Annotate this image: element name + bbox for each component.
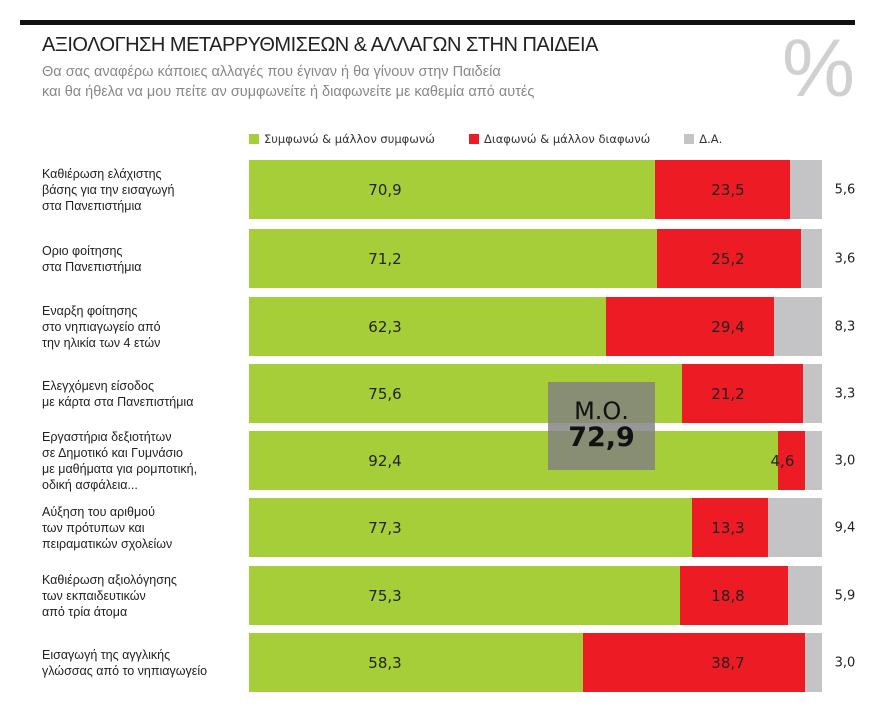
agree-value: 92,4	[368, 451, 402, 470]
dk-segment	[788, 566, 822, 625]
agree-segment	[249, 229, 657, 288]
dk-segment	[774, 297, 822, 356]
legend-item: Διαφωνώ & μάλλον διαφωνώ	[468, 132, 651, 146]
category-label: Ελεγχόμενη είσοδος με κάρτα στα Πανεπιστ…	[42, 378, 194, 409]
stacked-bar: 58,3 38,7	[249, 633, 822, 692]
disagree-segment	[583, 633, 805, 692]
dk-segment	[801, 229, 822, 288]
percent-symbol: %	[782, 23, 855, 114]
category-label: Εργαστήρια δεξιοτήτων σε Δημοτικό και Γυ…	[42, 429, 198, 492]
stacked-bar: 92,4 4,6	[249, 431, 822, 490]
mean-label: Μ.Ο.	[574, 397, 629, 425]
disagree-segment	[681, 364, 804, 423]
disagree-value: 18,8	[711, 586, 745, 605]
disagree-value: 29,4	[711, 317, 745, 336]
legend-label: Συμφωνώ & μάλλον συμφωνώ	[264, 132, 435, 146]
legend-item: Δ.Α.	[684, 132, 722, 146]
disagree-value: 13,3	[711, 518, 745, 537]
category-label: Οριο φοίτησης στα Πανεπιστήμια	[42, 243, 142, 274]
disagree-value: 4,6	[770, 451, 795, 470]
category-label: Εισαγωγή της αγγλικής γλώσσας από το νηπ…	[42, 647, 208, 678]
dk-value: 3,6	[834, 251, 856, 266]
bar-row: Αύξηση του αριθμού των πρότυπων και πειρ…	[0, 498, 880, 557]
stacked-bar: 77,3 13,3	[249, 498, 822, 557]
dk-value: 9,4	[834, 520, 856, 535]
bar-row: Εισαγωγή της αγγλικής γλώσσας από το νηπ…	[0, 633, 880, 692]
legend-label: Δ.Α.	[699, 132, 723, 146]
bar-row: Εναρξη φοίτησης στο νηπιαγωγείο από την …	[0, 297, 880, 356]
stacked-bar: 75,6 21,2	[249, 364, 822, 423]
mean-value: 72,9	[568, 422, 635, 453]
agree-value: 62,3	[368, 317, 402, 336]
disagree-value: 38,7	[711, 653, 745, 672]
stacked-bar: 75,3 18,8	[249, 566, 822, 625]
category-label: Καθιέρωση αξιολόγησης των εκπαιδευτικών …	[42, 572, 177, 619]
agree-value: 58,3	[368, 653, 402, 672]
disagree-segment	[656, 229, 802, 288]
disagree-value: 21,2	[711, 384, 745, 403]
dk-segment	[804, 633, 822, 692]
bar-row: Εργαστήρια δεξιοτήτων σε Δημοτικό και Γυ…	[0, 429, 880, 492]
dk-value: 5,9	[834, 588, 856, 603]
stacked-bar: 70,9 23,5	[249, 160, 822, 219]
disagree-segment	[691, 498, 769, 557]
disagree-value: 23,5	[711, 180, 745, 199]
agree-segment	[249, 633, 584, 692]
chart-title: ΑΞΙΟΛΟΓΗΣΗ ΜΕΤΑΡΡΥΘΜΙΣΕΩΝ & ΑΛΛΑΓΩΝ ΣΤΗΝ…	[42, 34, 598, 56]
agree-segment	[249, 566, 681, 625]
agree-value: 75,3	[368, 586, 402, 605]
bar-row: Ελεγχόμενη είσοδος με κάρτα στα Πανεπιστ…	[0, 364, 880, 423]
subtitle-line-2: και θα ήθελα να μου πείτε αν συμφωνείτε …	[42, 84, 535, 100]
agree-segment	[249, 160, 656, 219]
disagree-segment	[680, 566, 789, 625]
stacked-bar: 71,2 25,2	[249, 229, 822, 288]
disagree-segment	[605, 297, 775, 356]
agree-value: 75,6	[368, 384, 402, 403]
bar-row: Καθιέρωση αξιολόγησης των εκπαιδευτικών …	[0, 566, 880, 625]
disagree-segment	[778, 431, 805, 490]
dk-segment	[768, 498, 822, 557]
bar-row: Καθιέρωση ελάχιστης βάσης για την εισαγω…	[0, 160, 880, 219]
dk-value: 5,6	[834, 182, 856, 197]
stacked-bar: 62,3 29,4	[249, 297, 822, 356]
agree-value: 77,3	[368, 518, 402, 537]
agree-value: 70,9	[368, 180, 402, 199]
agree-value: 71,2	[368, 249, 402, 268]
subtitle-line-1: Θα σας αναφέρω κάποιες αλλαγές που έγινα…	[42, 64, 501, 80]
top-rule	[20, 20, 855, 25]
dk-value: 3,0	[834, 453, 856, 468]
disagree-value: 25,2	[711, 249, 745, 268]
legend-label: Διαφωνώ & μάλλον διαφωνώ	[483, 132, 651, 146]
dk-segment	[803, 364, 822, 423]
legend-swatch	[468, 134, 479, 144]
agree-segment	[249, 498, 692, 557]
legend-item: Συμφωνώ & μάλλον συμφωνώ	[249, 132, 435, 146]
legend: Συμφωνώ & μάλλον συμφωνώ Διαφωνώ & μάλλον…	[249, 132, 756, 146]
bar-row: Οριο φοίτησης στα Πανεπιστήμια 71,2 25,2 3,…	[0, 229, 880, 288]
legend-swatch	[684, 134, 695, 144]
disagree-segment	[655, 160, 790, 219]
dk-value: 3,3	[834, 386, 856, 401]
category-label: Εναρξη φοίτησης στο νηπιαγωγείο από την …	[42, 303, 161, 350]
legend-swatch	[249, 134, 259, 144]
dk-value: 8,3	[834, 319, 856, 334]
category-label: Καθιέρωση ελάχιστης βάσης για την εισαγω…	[42, 166, 175, 213]
dk-segment	[789, 160, 822, 219]
agree-segment	[249, 431, 779, 490]
dk-segment	[804, 431, 822, 490]
category-label: Αύξηση του αριθμού των πρότυπων και πειρ…	[42, 504, 173, 551]
agree-segment	[249, 297, 606, 356]
dk-value: 3,0	[834, 655, 856, 670]
mean-annotation: Μ.Ο. 72,9	[548, 382, 655, 470]
